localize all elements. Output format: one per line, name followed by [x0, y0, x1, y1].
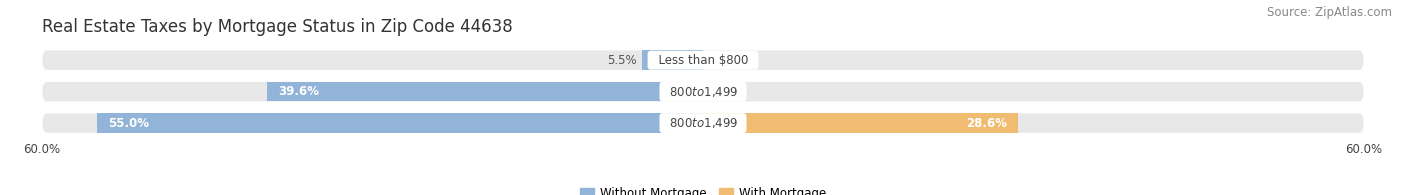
Bar — [267, 82, 703, 101]
FancyBboxPatch shape — [42, 82, 1364, 101]
Legend: Without Mortgage, With Mortgage: Without Mortgage, With Mortgage — [575, 182, 831, 195]
Text: 39.6%: 39.6% — [278, 85, 319, 98]
Bar — [703, 113, 1018, 133]
Text: 5.5%: 5.5% — [607, 54, 637, 67]
Bar — [97, 113, 703, 133]
Text: Less than $800: Less than $800 — [651, 54, 755, 67]
Text: 0.0%: 0.0% — [709, 85, 738, 98]
Text: Source: ZipAtlas.com: Source: ZipAtlas.com — [1267, 6, 1392, 19]
Text: $800 to $1,499: $800 to $1,499 — [662, 85, 744, 99]
Bar — [643, 51, 703, 70]
Text: Real Estate Taxes by Mortgage Status in Zip Code 44638: Real Estate Taxes by Mortgage Status in … — [42, 18, 513, 36]
Text: $800 to $1,499: $800 to $1,499 — [662, 116, 744, 130]
Text: 28.6%: 28.6% — [966, 117, 1007, 130]
FancyBboxPatch shape — [42, 51, 1364, 70]
Text: 0.0%: 0.0% — [709, 54, 738, 67]
FancyBboxPatch shape — [42, 113, 1364, 133]
Text: 55.0%: 55.0% — [108, 117, 149, 130]
